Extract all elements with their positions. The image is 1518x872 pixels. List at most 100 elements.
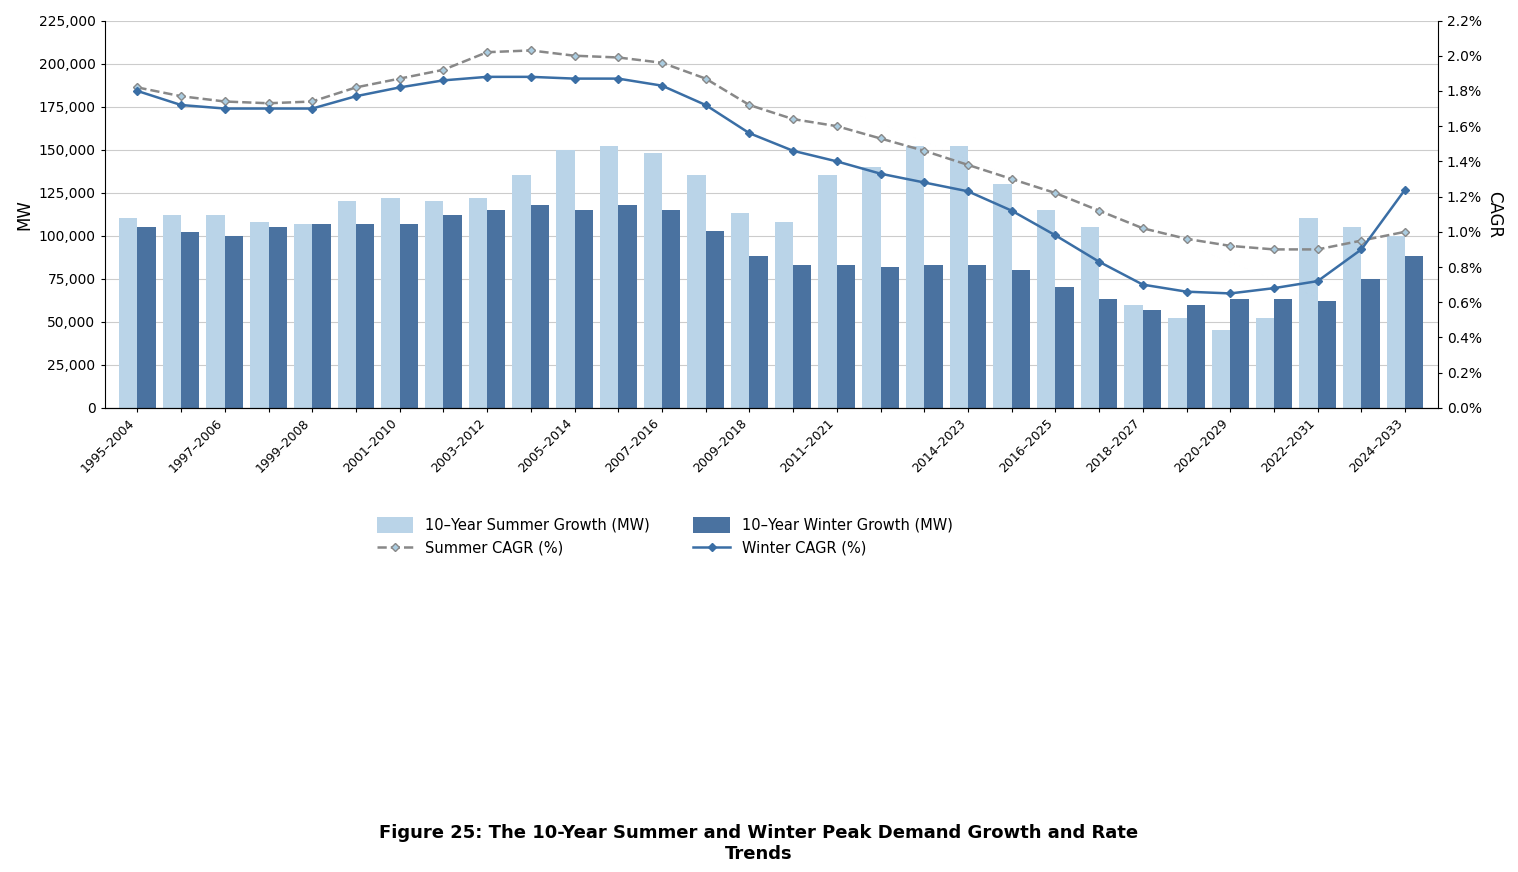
Summer CAGR (%) <box>915 146 934 156</box>
Winter CAGR (%) <box>1090 256 1108 267</box>
Summer CAGR (%) <box>1090 206 1108 216</box>
Summer CAGR (%) <box>522 45 540 56</box>
Bar <box>531 205 550 408</box>
Winter CAGR (%) <box>260 103 278 113</box>
Summer CAGR (%) <box>434 65 452 75</box>
Bar <box>337 201 355 408</box>
Bar <box>1169 318 1187 408</box>
Bar <box>487 210 505 408</box>
Line: Summer CAGR (%): Summer CAGR (%) <box>135 48 1407 252</box>
Bar <box>269 227 287 408</box>
Bar <box>1187 304 1205 408</box>
Winter CAGR (%) <box>390 82 408 92</box>
Summer CAGR (%) <box>1134 223 1152 234</box>
Bar <box>1211 330 1230 408</box>
Summer CAGR (%) <box>1353 235 1371 246</box>
Winter CAGR (%) <box>128 85 146 96</box>
Summer CAGR (%) <box>1002 174 1020 184</box>
Winter CAGR (%) <box>959 186 978 196</box>
Bar <box>556 150 574 408</box>
Summer CAGR (%) <box>216 96 234 106</box>
Bar <box>774 222 792 408</box>
Y-axis label: CAGR: CAGR <box>1485 191 1503 238</box>
Bar <box>950 146 968 408</box>
Bar <box>1343 227 1362 408</box>
Bar <box>1099 299 1117 408</box>
Bar <box>1274 299 1292 408</box>
Bar <box>443 215 461 408</box>
Winter CAGR (%) <box>783 146 802 156</box>
Bar <box>469 198 487 408</box>
Summer CAGR (%) <box>1178 234 1196 244</box>
Winter CAGR (%) <box>522 72 540 82</box>
Summer CAGR (%) <box>827 121 846 132</box>
Winter CAGR (%) <box>741 128 759 139</box>
Bar <box>355 223 375 408</box>
Winter CAGR (%) <box>1002 206 1020 216</box>
Bar <box>662 210 680 408</box>
Bar <box>688 175 706 408</box>
Summer CAGR (%) <box>1309 244 1327 255</box>
Bar <box>993 184 1011 408</box>
Summer CAGR (%) <box>783 114 802 125</box>
Bar <box>732 214 750 408</box>
Winter CAGR (%) <box>1220 289 1239 299</box>
Bar <box>618 205 636 408</box>
Winter CAGR (%) <box>1309 276 1327 286</box>
Winter CAGR (%) <box>827 156 846 167</box>
Summer CAGR (%) <box>697 73 715 84</box>
Summer CAGR (%) <box>871 133 890 144</box>
Bar <box>644 153 662 408</box>
Summer CAGR (%) <box>609 52 627 63</box>
Winter CAGR (%) <box>216 103 234 113</box>
Bar <box>906 146 924 408</box>
Winter CAGR (%) <box>434 75 452 85</box>
Bar <box>574 210 594 408</box>
Bar <box>381 198 399 408</box>
Winter CAGR (%) <box>1264 283 1283 293</box>
Bar <box>968 265 987 408</box>
Bar <box>706 230 724 408</box>
Summer CAGR (%) <box>390 73 408 84</box>
Summer CAGR (%) <box>346 82 364 92</box>
Winter CAGR (%) <box>1397 184 1415 194</box>
Summer CAGR (%) <box>172 91 190 101</box>
Bar <box>181 232 199 408</box>
Winter CAGR (%) <box>1046 230 1064 241</box>
Bar <box>600 146 618 408</box>
Bar <box>399 223 417 408</box>
Bar <box>1055 288 1073 408</box>
Winter CAGR (%) <box>478 72 496 82</box>
Winter CAGR (%) <box>697 99 715 110</box>
Winter CAGR (%) <box>1134 279 1152 290</box>
Bar <box>880 267 899 408</box>
Bar <box>1230 299 1249 408</box>
Winter CAGR (%) <box>172 99 190 110</box>
Bar <box>1255 318 1274 408</box>
Bar <box>792 265 812 408</box>
Bar <box>1387 235 1406 408</box>
Summer CAGR (%) <box>478 47 496 58</box>
Bar <box>206 215 225 408</box>
Summer CAGR (%) <box>1397 227 1415 237</box>
Summer CAGR (%) <box>260 98 278 108</box>
Bar <box>862 167 880 408</box>
Winter CAGR (%) <box>915 177 934 187</box>
Summer CAGR (%) <box>128 82 146 92</box>
Bar <box>1299 219 1318 408</box>
Summer CAGR (%) <box>959 160 978 170</box>
Summer CAGR (%) <box>1264 244 1283 255</box>
Winter CAGR (%) <box>871 168 890 179</box>
Bar <box>137 227 156 408</box>
Bar <box>1406 256 1424 408</box>
Bar <box>118 219 137 408</box>
Legend: 10–Year Summer Growth (MW), Summer CAGR (%), 10–Year Winter Growth (MW), Winter : 10–Year Summer Growth (MW), Summer CAGR … <box>369 509 959 563</box>
Bar <box>313 223 331 408</box>
Bar <box>1318 301 1336 408</box>
Winter CAGR (%) <box>609 73 627 84</box>
Winter CAGR (%) <box>1178 286 1196 296</box>
Y-axis label: MW: MW <box>15 199 33 229</box>
Bar <box>225 235 243 408</box>
Bar <box>425 201 443 408</box>
Bar <box>750 256 768 408</box>
